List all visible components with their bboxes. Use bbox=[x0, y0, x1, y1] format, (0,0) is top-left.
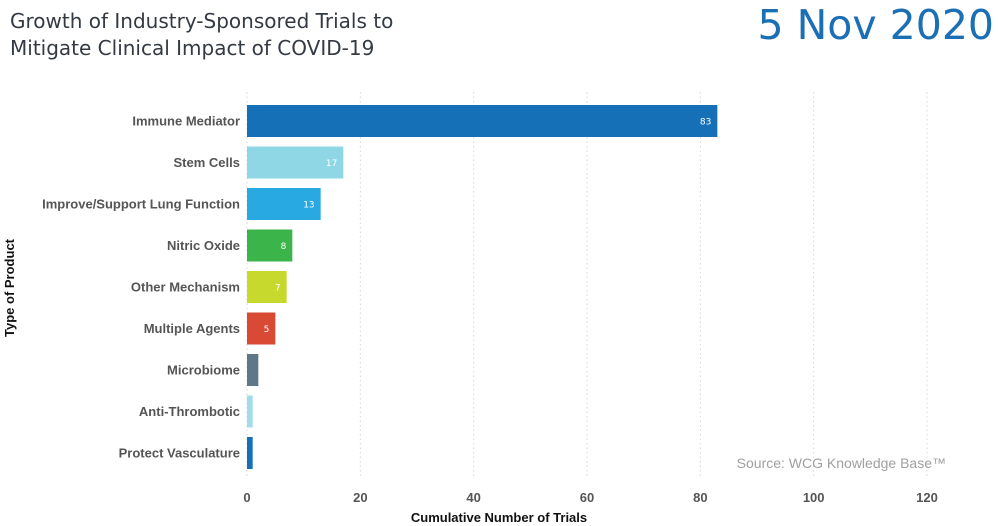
data-label: 17 bbox=[326, 159, 337, 169]
category-label: Multiple Agents bbox=[144, 321, 240, 336]
x-tick-label: 80 bbox=[693, 490, 707, 505]
y-axis-title: Type of Product bbox=[2, 238, 17, 337]
category-label: Anti-Thrombotic bbox=[139, 404, 240, 419]
x-tick-label: 40 bbox=[466, 490, 480, 505]
category-label: Stem Cells bbox=[174, 155, 240, 170]
category-label: Improve/Support Lung Function bbox=[42, 197, 240, 212]
category-label: Microbiome bbox=[167, 363, 240, 378]
bar bbox=[247, 105, 718, 137]
data-label: 83 bbox=[700, 118, 711, 128]
bar bbox=[247, 229, 293, 262]
data-label: 7 bbox=[275, 284, 281, 294]
category-label: Nitric Oxide bbox=[167, 238, 240, 253]
x-tick-label: 20 bbox=[353, 490, 367, 505]
chart-title-line-2: Mitigate Clinical Impact of COVID-19 bbox=[10, 36, 375, 60]
bar bbox=[247, 146, 344, 179]
date-label: 5 Nov 2020 bbox=[757, 1, 994, 49]
source-note: Source: WCG Knowledge Base™ bbox=[736, 455, 946, 471]
bar bbox=[247, 271, 287, 303]
bar bbox=[247, 395, 253, 428]
x-tick-label: 60 bbox=[580, 490, 594, 505]
data-label: 5 bbox=[264, 325, 270, 335]
data-label: 8 bbox=[281, 242, 287, 252]
x-tick-label: 120 bbox=[916, 490, 938, 505]
chart-title-line-1: Growth of Industry-Sponsored Trials to bbox=[10, 9, 394, 33]
bar bbox=[247, 188, 321, 220]
chart-title: Growth of Industry-Sponsored Trials to M… bbox=[10, 8, 393, 62]
category-label: Immune Mediator bbox=[132, 114, 240, 129]
bar bbox=[247, 354, 259, 386]
x-tick-label: 0 bbox=[243, 490, 250, 505]
data-label: 13 bbox=[303, 201, 314, 211]
bar bbox=[247, 437, 253, 469]
category-label: Protect Vasculature bbox=[119, 446, 240, 461]
x-tick-label: 100 bbox=[803, 490, 825, 505]
x-axis-title: Cumulative Number of Trials bbox=[411, 510, 587, 525]
category-label: Other Mechanism bbox=[131, 280, 240, 295]
bar bbox=[247, 312, 276, 345]
